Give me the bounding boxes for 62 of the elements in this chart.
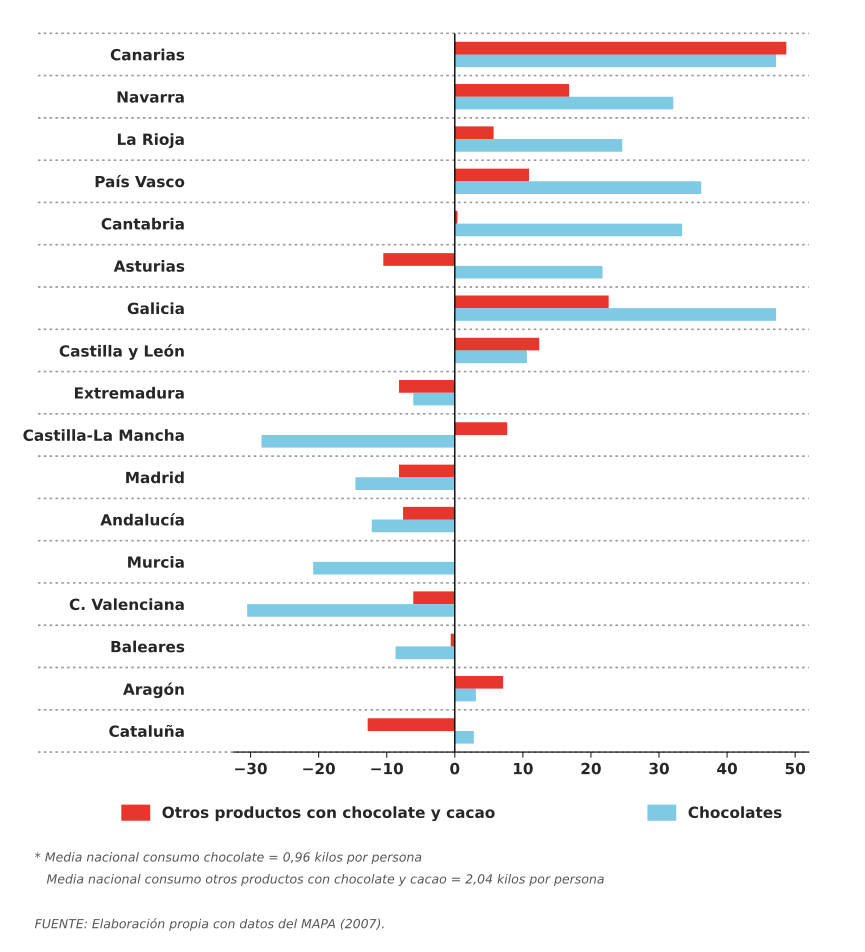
bar: [368, 718, 455, 731]
source-note: FUENTE: Elaboración propia con datos del MAPA (2007).: [34, 918, 384, 931]
text: * Media nacional consumo chocolate = 0,96 kilos por persona: [34, 852, 422, 864]
y-tick-label: Castilla y León: [60, 344, 184, 360]
y-tick-label: Castilla-La Mancha: [23, 429, 184, 441]
y-tick-label: Navarra: [118, 91, 184, 103]
x-tick-label: 10: [514, 762, 533, 774]
bar: [454, 676, 504, 689]
y-tick-label: La Rioja: [118, 133, 184, 148]
bar: [454, 96, 674, 110]
bar: [454, 338, 540, 350]
x-tick-label: −10: [371, 762, 404, 774]
bar: [413, 591, 455, 604]
bar: [454, 730, 474, 744]
y-tick-label: Murcia: [128, 556, 184, 568]
y-tick-label: Asturias: [114, 260, 184, 272]
bar: [454, 224, 682, 236]
y-tick-label: Madrid: [126, 471, 184, 484]
bar: [398, 464, 455, 478]
bar: [355, 477, 455, 490]
bar: [454, 350, 527, 364]
bar: [454, 168, 529, 182]
bar: [454, 181, 702, 194]
y-tick-label: Canarias: [110, 48, 184, 60]
bar: [313, 562, 455, 575]
bar: [454, 42, 786, 54]
bar: [372, 520, 455, 532]
y-tick-label: Extremadura: [74, 386, 184, 399]
bar: [396, 646, 455, 660]
y-tick-label: País Vasco: [96, 174, 184, 188]
x-tick-label: 50: [786, 762, 806, 774]
bar: [454, 139, 622, 152]
x-tick-label: 30: [649, 762, 669, 774]
bar: [454, 266, 603, 279]
text: Media nacional consumo otros productos con chocolate y cacao = 2,04 kilos por persona: [46, 874, 604, 886]
y-tick-label: C. Valenciana: [70, 598, 184, 610]
bar: [454, 84, 570, 97]
bar: [454, 295, 609, 308]
y-tick-label: Cantabria: [102, 218, 184, 230]
x-tick-label: −20: [303, 762, 335, 774]
bar: [261, 434, 455, 448]
bar: [247, 604, 455, 617]
y-tick-label: Aragón: [123, 682, 184, 698]
bar: [454, 422, 508, 435]
bar: [383, 253, 455, 266]
y-tick-label: Galicia: [128, 302, 184, 314]
x-tick-label: 40: [717, 762, 737, 774]
x-tick-label: 0: [450, 762, 460, 774]
y-tick-label: Baleares: [111, 640, 184, 652]
legend-label: Otros productos con chocolate y cacao: [162, 806, 495, 822]
legend-label: Chocolates: [688, 806, 782, 818]
bar: [454, 126, 494, 140]
y-tick-label: Cataluña: [109, 724, 184, 737]
bar: [454, 54, 776, 68]
bar: [454, 688, 476, 702]
y-tick-label: Andalucía: [100, 513, 184, 526]
x-tick-label: 20: [582, 762, 601, 774]
bar: [403, 506, 455, 520]
x-tick-label: −30: [235, 762, 267, 774]
bar: [454, 308, 776, 321]
bar: [398, 380, 455, 393]
bar: [413, 392, 455, 406]
